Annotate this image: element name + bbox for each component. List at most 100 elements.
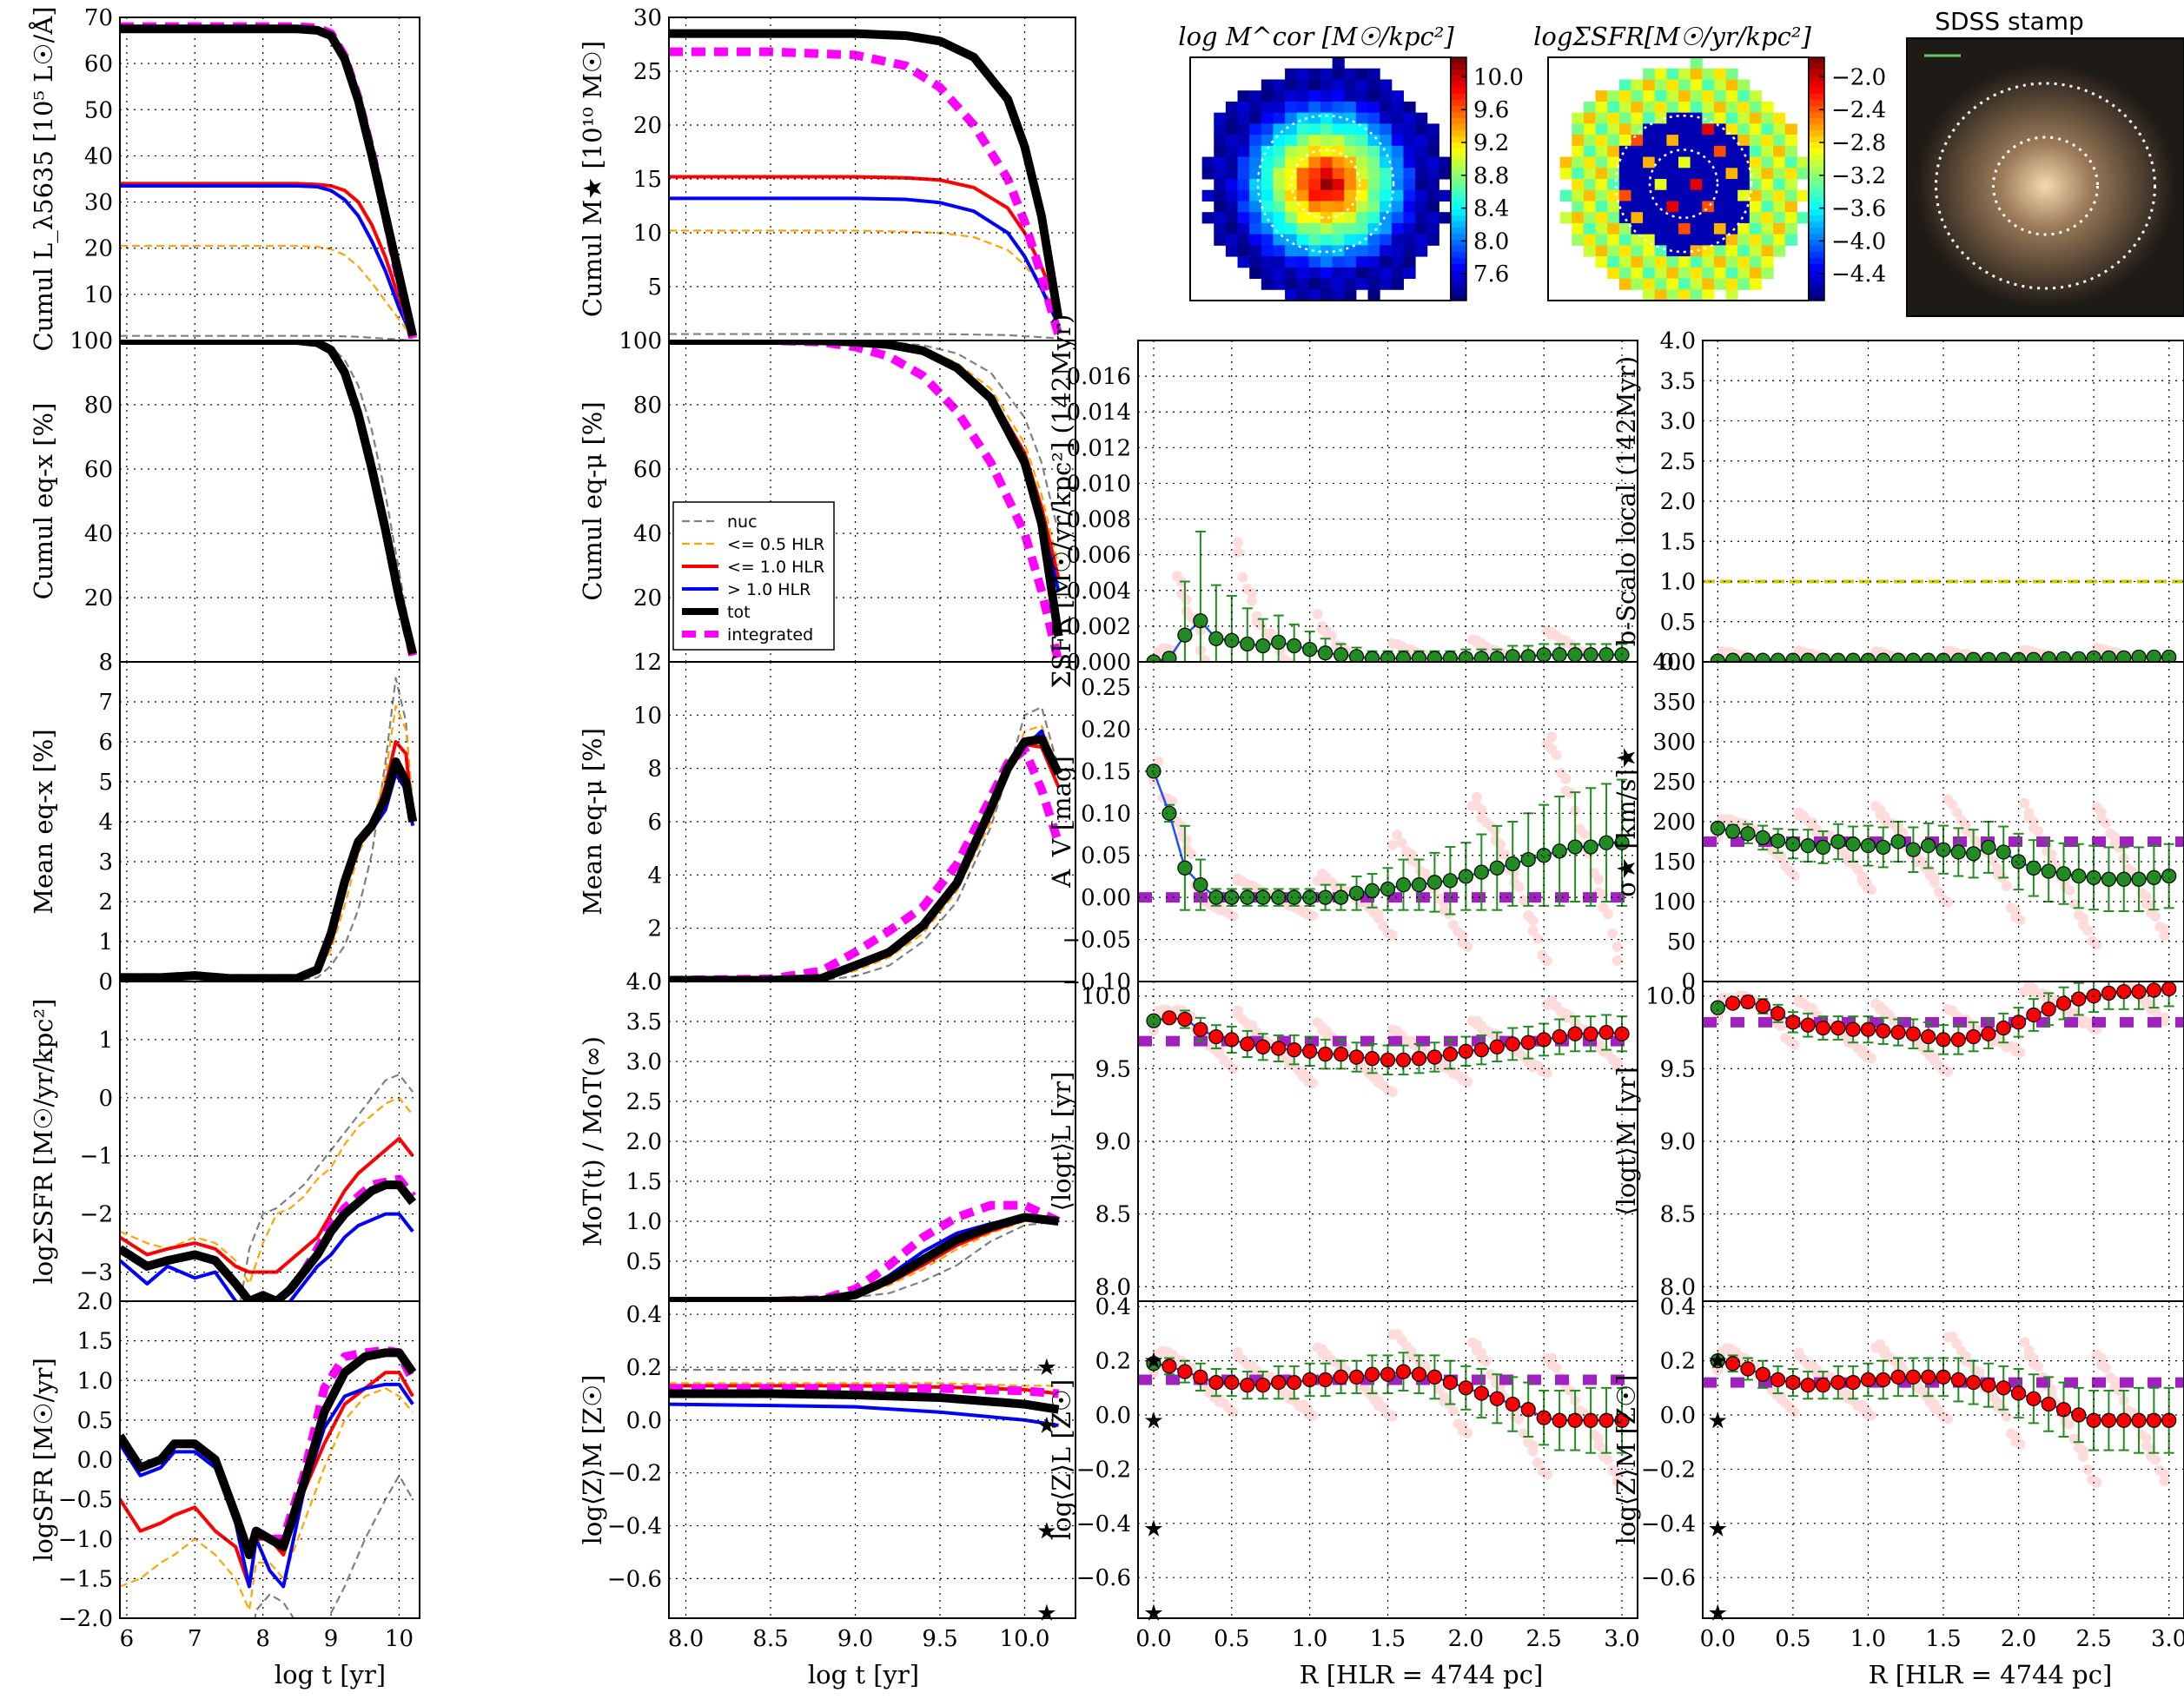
map-pixel: [1702, 245, 1715, 257]
plot-area: [120, 340, 418, 657]
colorbar-step: [1451, 228, 1466, 235]
map-pixel: [1285, 168, 1298, 180]
y-axis-label: Mean eq-μ [%]: [578, 728, 607, 916]
data-point: [1830, 652, 1846, 662]
colorbar-frame: [1450, 56, 1467, 301]
map-pixel: [1285, 145, 1298, 158]
map-pixel: [1690, 156, 1703, 169]
map-pixel: [1749, 212, 1762, 224]
map-pixel: [1320, 135, 1334, 147]
colorbar-step: [1451, 130, 1466, 137]
panel-frame: [119, 981, 420, 1302]
map-pixel: [1344, 68, 1357, 80]
colorbar-tick-label: 8.0: [1473, 228, 1509, 255]
spaxel-point: [1317, 868, 1328, 879]
map-pixel: [1439, 156, 1452, 169]
spaxel-point: [1247, 1020, 1258, 1031]
data-point: [1411, 651, 1427, 662]
spaxel-point: [1793, 807, 1804, 818]
map-pixel: [1666, 135, 1679, 147]
spaxel-point: [2033, 825, 2044, 836]
data-point: [1567, 1026, 1583, 1041]
data-point: [1505, 856, 1520, 872]
map-pixel: [1308, 222, 1321, 235]
map-pixel: [1296, 168, 1309, 180]
y-tick-label: 350: [1652, 690, 1696, 716]
map-pixel: [1784, 201, 1797, 213]
x-tick-label: 1.0: [1292, 1626, 1327, 1652]
map-pixel: [1666, 245, 1679, 257]
y-tick-label: 0: [98, 969, 113, 995]
plot-area: [1138, 995, 1638, 1098]
spaxel-scatter: [1148, 1328, 1623, 1487]
map-pixel: [1332, 278, 1345, 290]
colorbar-tick-label: −4.4: [1831, 261, 1886, 288]
spaxel-point: [1875, 804, 1886, 816]
y-tick-label: 150: [1652, 850, 1696, 876]
spaxel-point: [1793, 645, 1804, 657]
colorbar-step: [1451, 234, 1466, 241]
y-tick-label: 0.006: [1067, 543, 1131, 569]
data-point: [1489, 1391, 1505, 1406]
map-pixel: [1380, 212, 1393, 224]
map-pixel: [1725, 168, 1738, 180]
y-tick-label: 3.0: [626, 1049, 662, 1075]
map-pixel: [1403, 222, 1416, 235]
spaxel-point: [1951, 807, 1962, 818]
y-tick-label: 5: [647, 274, 662, 301]
map-pixel: [1273, 267, 1286, 280]
map-pixel: [1678, 234, 1691, 246]
spaxel-point: [1862, 664, 1872, 675]
map-pixel: [1237, 123, 1250, 136]
colorbar-tick-label: −3.2: [1831, 163, 1886, 189]
map-pixel: [1643, 212, 1656, 224]
map-pixel: [1761, 156, 1774, 169]
spaxel-point: [1843, 1390, 1854, 1401]
data-point: [1161, 651, 1177, 662]
map-pixel: [1261, 90, 1274, 102]
map-pixel: [1355, 135, 1369, 147]
colorbar-step: [1451, 149, 1466, 155]
spaxel-point: [1298, 1068, 1309, 1080]
y-axis-label: log⟨Z⟩M [Z☉]: [1612, 1375, 1641, 1545]
map-pixel: [1308, 189, 1321, 202]
map-pixel: [1618, 256, 1631, 268]
map-pixel: [1607, 156, 1620, 169]
map-pixel: [1631, 189, 1644, 202]
data-point: [1395, 1052, 1412, 1068]
spaxel-point: [1947, 1005, 1958, 1016]
map-pixel: [1367, 256, 1380, 268]
map-pixel: [1344, 168, 1357, 180]
colorbar-step: [1451, 118, 1466, 125]
map-pixel: [1725, 278, 1738, 290]
colorbar-step: [1451, 252, 1466, 259]
map-pixel: [1273, 112, 1286, 124]
map-pixel: [1367, 289, 1380, 301]
map-pixel: [1320, 79, 1334, 91]
y-tick-label: 0.25: [1081, 675, 1131, 701]
map-pixel: [1725, 135, 1738, 147]
map-pixel: [1666, 289, 1679, 301]
half-hlr-contour: [1290, 149, 1361, 220]
map-pixel: [1678, 278, 1691, 290]
series-tot: [669, 734, 1062, 982]
y-tick-label: 8.0: [1095, 1274, 1131, 1300]
y-tick-label: 2.0: [1660, 489, 1696, 515]
panel-zm_t: 8.0 8.5 9.0 9.5 10.0−0.6−0.4−0.20.00.20.4log…: [578, 1300, 1076, 1652]
map-pixel: [1391, 234, 1404, 246]
map-pixel: [1237, 101, 1250, 114]
map-pixel: [1344, 145, 1357, 158]
data-point: [1966, 1374, 1982, 1391]
spaxel-point: [1396, 837, 1407, 849]
star-marker: ★: [1709, 1517, 1728, 1541]
map-pixel: [1426, 212, 1439, 224]
map-pixel: [1249, 267, 1262, 280]
map-pixel: [1713, 278, 1727, 290]
map-pixel: [1344, 123, 1357, 136]
data-point: [1271, 634, 1287, 650]
map-pixel: [1308, 135, 1321, 147]
y-tick-label: 2: [98, 889, 113, 916]
map-pixel: [1249, 135, 1262, 147]
map-pixel: [1713, 123, 1727, 136]
map-pixel: [1773, 112, 1786, 124]
